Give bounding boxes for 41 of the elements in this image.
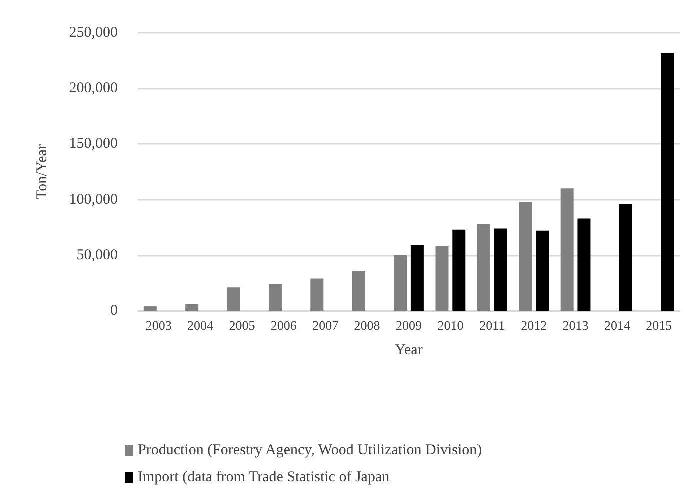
bar: [536, 230, 550, 311]
x-tick-label: 2004: [188, 318, 214, 333]
bar: [227, 288, 240, 311]
bar: [519, 202, 532, 311]
x-tick-label: 2007: [312, 318, 340, 333]
bar: [352, 270, 366, 311]
y-tick-label: 150,000: [69, 136, 118, 152]
bar: [268, 284, 282, 311]
bar: [436, 246, 449, 311]
x-tick-label: 2005: [229, 318, 256, 333]
bar: [494, 228, 508, 311]
y-axis-title: Ton/Year: [34, 144, 50, 200]
x-tick-label: 2008: [354, 318, 380, 333]
x-tick-label: 2006: [270, 318, 298, 333]
y-tick-label: 0: [110, 303, 118, 319]
bar: [310, 278, 324, 311]
y-tick-label: 50,000: [76, 247, 118, 264]
legend-label: Import (data from Trade Statistic of Japan: [138, 470, 390, 486]
bar: [578, 218, 591, 311]
x-tick-label: 2012: [521, 318, 548, 333]
bar: [661, 53, 674, 311]
bar: [144, 306, 157, 311]
y-tick-label: 100,000: [69, 192, 118, 208]
bar: [619, 204, 632, 311]
bar: [477, 224, 490, 311]
x-tick-label: 2011: [480, 318, 506, 333]
bar: [560, 188, 574, 311]
legend-label: Production (Forestry Agency, Wood Utilization Division): [138, 442, 482, 458]
y-tick-label: 250,000: [69, 25, 118, 41]
x-tick-label: 2009: [396, 318, 422, 333]
bar: [410, 245, 424, 311]
x-tick-label: 2010: [438, 318, 464, 333]
x-tick-label: 2003: [146, 318, 172, 333]
x-axis-title: Year: [395, 342, 423, 358]
bar: [452, 230, 466, 311]
bar: [394, 255, 408, 311]
bar: [186, 304, 199, 311]
x-tick-label: 2013: [562, 318, 589, 333]
x-tick-label: 2014: [604, 318, 631, 333]
y-tick-label: 200,000: [69, 80, 118, 97]
x-tick-label: 2015: [646, 318, 672, 333]
